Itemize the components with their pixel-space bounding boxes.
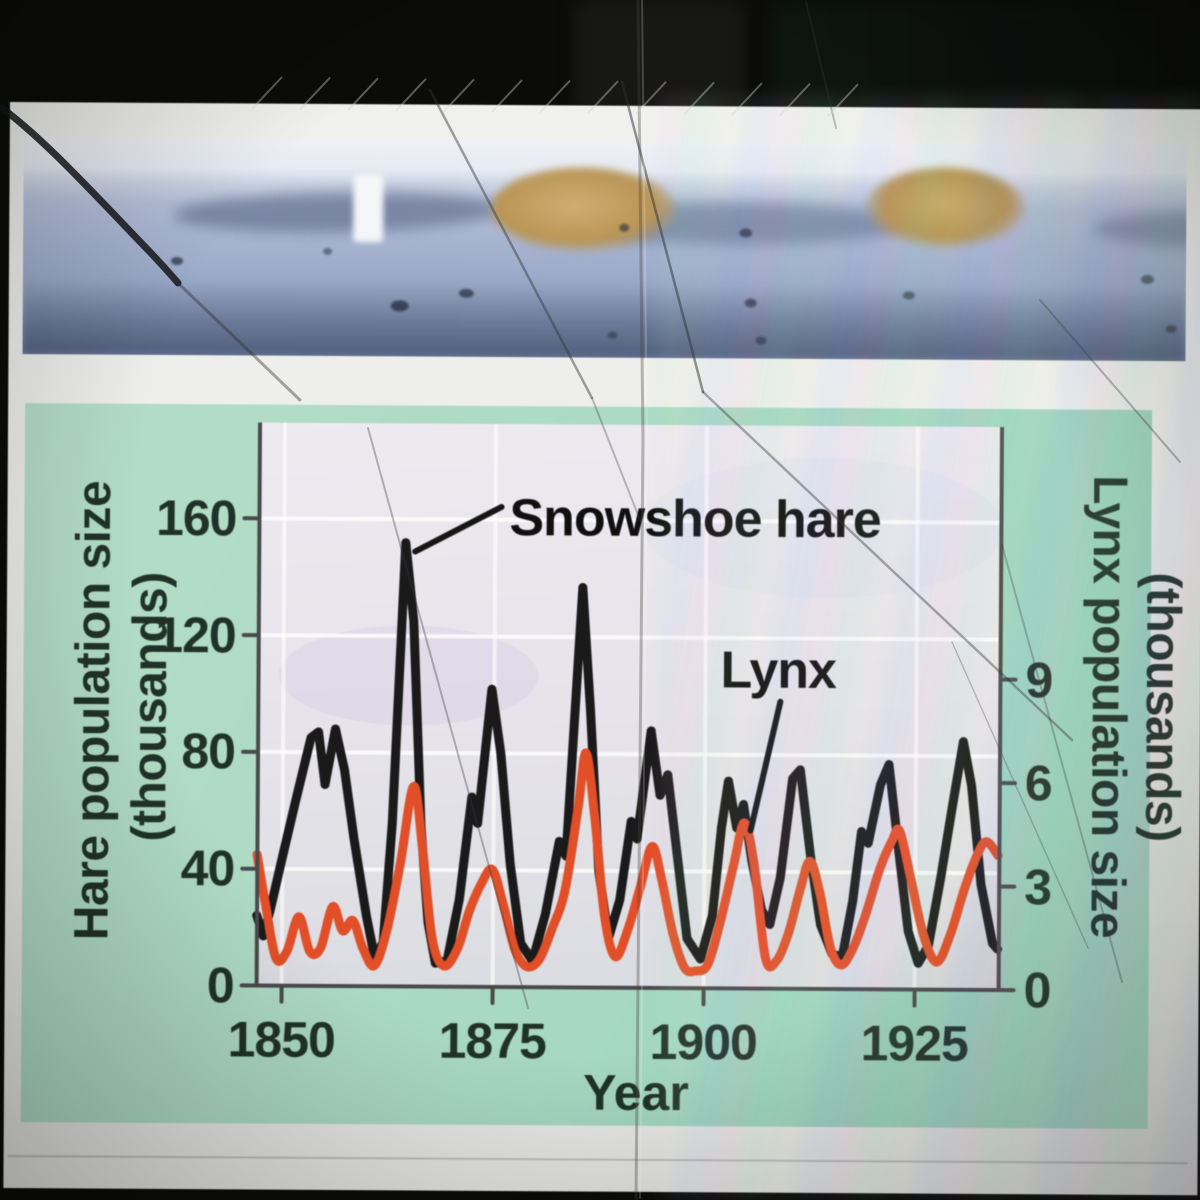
photo-speck	[902, 291, 915, 300]
page-edge-line	[7, 1155, 1188, 1165]
photo-speck	[390, 300, 409, 312]
left-axis-title: Hare population size	[65, 480, 122, 941]
right-tick-label: 0	[1023, 962, 1050, 1018]
right-axis-title-units: (thousands)	[1135, 572, 1190, 842]
photo-speck	[755, 336, 767, 345]
photo-speck	[1165, 325, 1177, 334]
left-axis-title-units: (thousands)	[122, 572, 178, 842]
photo-speck	[619, 223, 630, 232]
photo-speck	[744, 298, 757, 308]
photo-speck	[607, 331, 618, 339]
x-tick-label: 1900	[649, 1014, 757, 1071]
photo-speck	[323, 247, 333, 255]
figure-panel: 0 40 80 120 160 0 3 6 9 1850 1875 1900 1925 Hare pop…	[20, 403, 1190, 1129]
screen-glare-column	[575, 0, 745, 115]
snowy-habitat-photo	[22, 138, 1187, 362]
snow-shadow-streak	[172, 188, 504, 236]
photo-speck	[739, 228, 753, 238]
photo-speck	[1140, 274, 1154, 284]
animal-blob	[865, 167, 1026, 249]
left-tick-label: 0	[207, 957, 234, 1013]
left-tick-label: 40	[181, 840, 235, 896]
photo-speck	[458, 288, 474, 298]
x-axis-title: Year	[582, 1064, 689, 1122]
snow-shadow-streak	[1093, 210, 1187, 249]
population-cycles-chart: 0 40 80 120 160 0 3 6 9 1850 1875 1900 1925	[155, 422, 1052, 1072]
lynx-series-annotation: Lynx	[720, 641, 837, 701]
white-post	[353, 174, 384, 243]
x-tick-label: 1875	[438, 1013, 546, 1070]
right-tick-label: 3	[1024, 859, 1051, 915]
left-tick-label: 80	[181, 723, 235, 779]
photo-dark-foreground	[22, 278, 1186, 362]
right-axis-title: Lynx population size	[1080, 475, 1137, 939]
right-tick-label: 6	[1025, 755, 1052, 811]
photo-speck	[171, 256, 184, 266]
left-tick-label: 160	[156, 490, 237, 546]
animal-blob	[491, 166, 677, 253]
right-tick-label: 9	[1025, 652, 1052, 708]
textbook-page: 0 40 80 120 160 0 3 6 9 1850 1875 1900 1925 Hare pop…	[3, 102, 1200, 1196]
left-tick-label: 120	[155, 607, 236, 663]
hare-series-annotation: Snowshoe hare	[509, 489, 881, 550]
x-tick-label: 1850	[227, 1011, 335, 1068]
x-tick-label: 1925	[860, 1015, 968, 1072]
